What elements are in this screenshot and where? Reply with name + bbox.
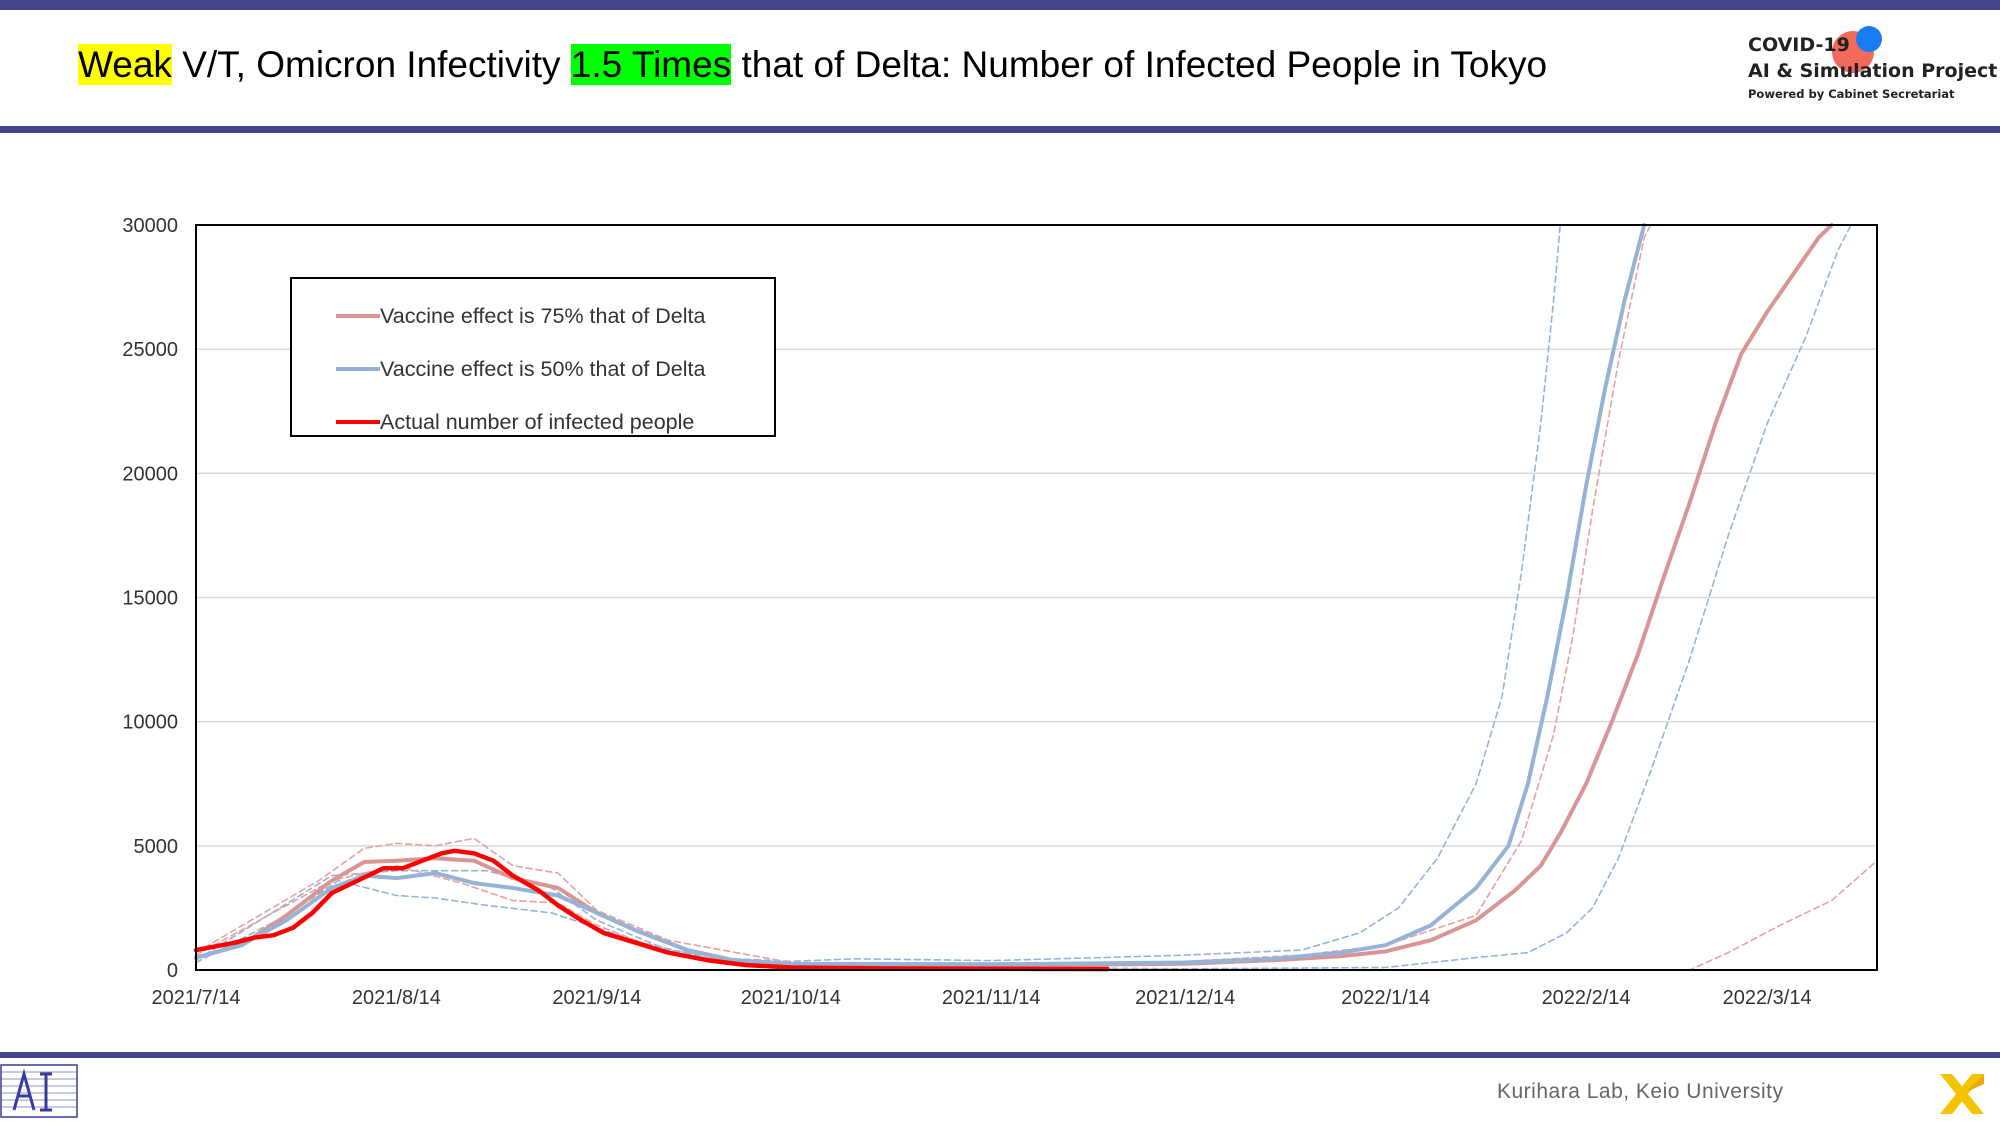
legend-item: Vaccine effect is 75% that of Delta [336, 304, 705, 328]
brand-block: COVID-19 AI & Simulation Project Powered… [1748, 34, 1997, 101]
title-text-part: V/T, Omicron Infectivity [171, 44, 571, 85]
y-tick-label: 25000 [122, 339, 178, 361]
y-tick-label: 5000 [134, 836, 179, 858]
legend-label: Vaccine effect is 50% that of Delta [380, 356, 706, 381]
legend-swatch-actual [336, 420, 380, 424]
x-tick-label: 2021/7/14 [152, 987, 241, 1009]
header-divider [0, 126, 2000, 133]
slide-title: Weak V/T, Omicron Infectivity 1.5 Times … [78, 44, 1547, 86]
legend-item: Vaccine effect is 50% that of Delta [336, 357, 705, 381]
title-highlight-weak: Weak [78, 44, 172, 85]
top-border [0, 0, 2000, 10]
grid-layer [196, 348, 1877, 847]
footer-credit: Kurihara Lab, Keio University [1497, 1080, 1784, 1103]
brand-line-2: AI & Simulation Project [1748, 60, 1998, 82]
series-line-range-bound [195, 224, 1561, 964]
title-text-part: that of Delta: Number of Infected People… [731, 44, 1548, 85]
series-layer [193, 223, 1878, 972]
brand-line-1: COVID-19 [1748, 34, 1850, 56]
ai-lab-logo-icon [0, 1064, 78, 1118]
legend-label: Actual number of infected people [380, 409, 695, 434]
x-logo-icon [1940, 1074, 1984, 1114]
x-tick-label: 2022/2/14 [1542, 987, 1631, 1009]
series-line-projection [194, 223, 1647, 967]
series-line-range-bound [195, 224, 1852, 970]
chart-legend: Vaccine effect is 75% that of Delta Vacc… [290, 277, 776, 437]
legend-label: Vaccine effect is 75% that of Delta [380, 303, 706, 328]
x-tick-label: 2021/9/14 [552, 987, 641, 1009]
x-tick-label: 2021/12/14 [1135, 987, 1235, 1009]
y-tick-label: 15000 [122, 588, 178, 610]
series-line-actual [193, 848, 1110, 972]
series-line-range-bound [195, 224, 1652, 968]
x-tick-label: 2021/10/14 [741, 987, 841, 1009]
legend-swatch-75 [336, 314, 380, 318]
footer-divider [0, 1052, 2000, 1058]
y-tick-label: 20000 [122, 463, 178, 485]
y-tick-label: 30000 [122, 215, 178, 237]
x-tick-label: 2021/8/14 [352, 987, 441, 1009]
legend-item: Actual number of infected people [336, 410, 694, 434]
brand-logo-blue-dot [1856, 26, 1882, 52]
y-tick-label: 0 [167, 960, 178, 982]
legend-swatch-50 [336, 367, 380, 371]
y-tick-label: 10000 [122, 712, 178, 734]
brand-line-3: Powered by Cabinet Secretariat [1748, 87, 1955, 101]
tick-layer: 0 5000 10000 15000 20000 25000 30000 2021/7/14 2… [122, 215, 1811, 1009]
title-highlight-times: 1.5 Times [570, 44, 732, 85]
line-chart: 0 5000 10000 15000 20000 25000 30000 2021/7/14 2… [122, 215, 1878, 1009]
x-tick-label: 2021/11/14 [942, 987, 1041, 1009]
x-tick-label: 2022/1/14 [1341, 987, 1430, 1009]
x-tick-label: 2022/3/14 [1723, 987, 1812, 1009]
plot-frame [195, 224, 1878, 971]
series-line-range-bound [195, 859, 1878, 971]
